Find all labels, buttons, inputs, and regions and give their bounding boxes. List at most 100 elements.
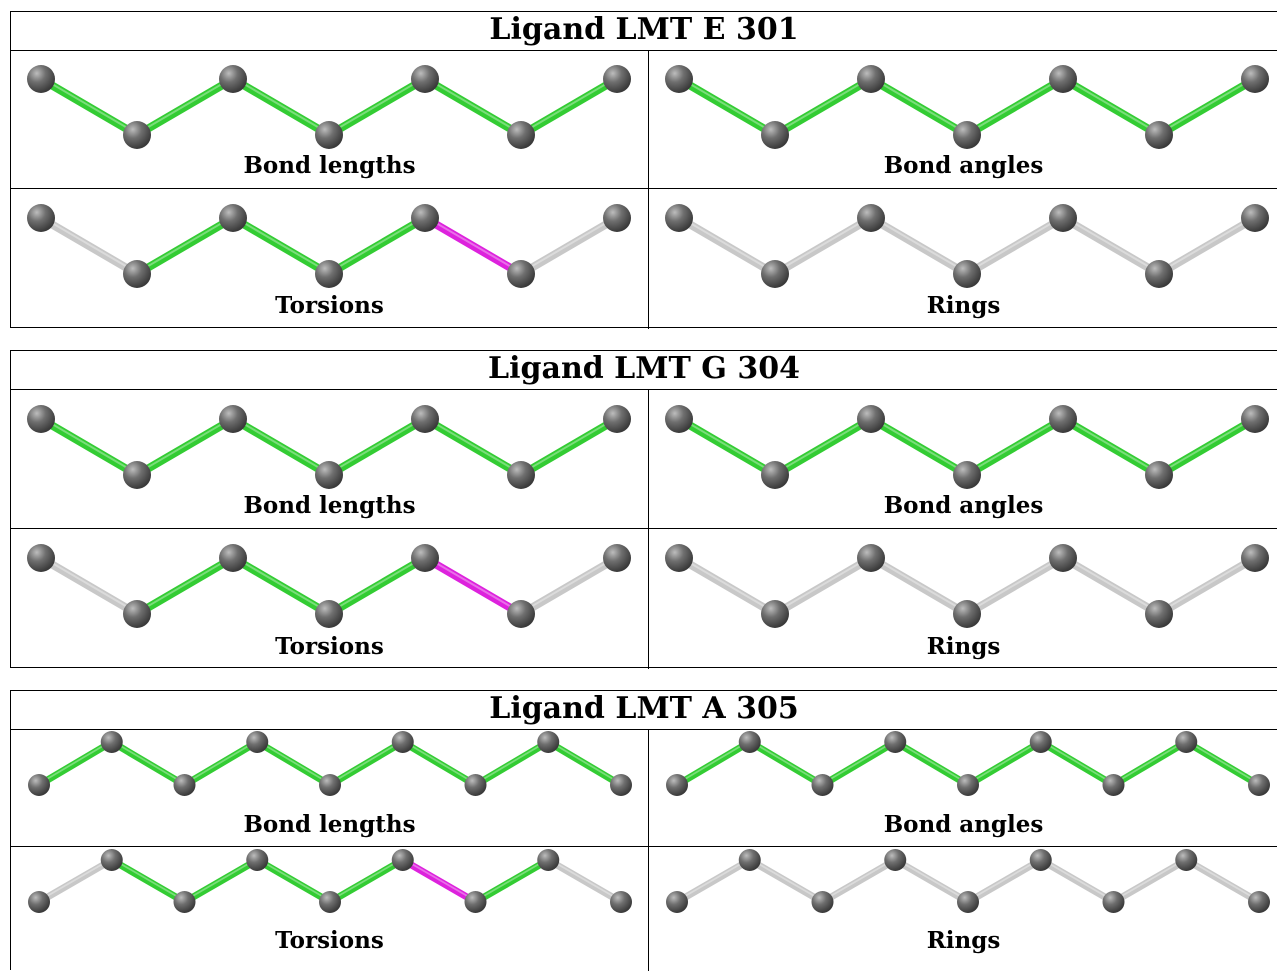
bond-highlight xyxy=(678,215,776,274)
bond-highlight xyxy=(1040,739,1114,785)
atom xyxy=(953,461,981,489)
cell-label: Torsions xyxy=(275,292,384,319)
bond-highlight xyxy=(38,857,113,902)
bond-highlight xyxy=(678,555,776,614)
bond-pass xyxy=(325,75,429,139)
bond-pass xyxy=(544,738,625,789)
bond-highlight xyxy=(1062,215,1160,274)
cell-rings: Rings xyxy=(649,189,1277,329)
atom xyxy=(1175,731,1198,753)
molecule-diagram xyxy=(27,544,631,628)
atom xyxy=(665,405,693,433)
bond-highlight xyxy=(678,76,776,135)
molecule-diagram xyxy=(665,65,1269,149)
atom xyxy=(319,774,341,796)
bond-highlight xyxy=(870,76,968,135)
atom xyxy=(857,65,885,93)
row-divider xyxy=(11,188,1277,189)
bond-pass xyxy=(325,554,429,618)
bond-highlight xyxy=(184,739,258,785)
atom xyxy=(537,849,560,871)
atom xyxy=(1029,731,1052,753)
atom xyxy=(1145,461,1173,489)
atom xyxy=(738,731,761,753)
atom xyxy=(100,849,123,871)
atom xyxy=(464,774,487,796)
bond-neutral xyxy=(963,554,1067,618)
bond-highlight xyxy=(328,416,426,475)
atom xyxy=(219,204,247,232)
atom xyxy=(1049,204,1077,232)
bond-highlight xyxy=(232,76,330,135)
cell-label: Bond angles xyxy=(883,811,1044,838)
atom xyxy=(665,65,693,93)
atom xyxy=(507,461,535,489)
atom xyxy=(610,774,632,796)
cell-rings: Rings xyxy=(649,847,1277,959)
bond-neutral xyxy=(517,214,621,278)
bond-highlight xyxy=(894,739,969,785)
atom xyxy=(27,405,55,433)
bond-highlight xyxy=(749,739,823,785)
bond-pass xyxy=(675,415,779,479)
panel-title: Ligand LMT E 301 xyxy=(11,12,1277,51)
bond-highlight xyxy=(38,739,113,785)
molecule-diagram xyxy=(27,405,631,489)
bond-neutral xyxy=(964,856,1045,906)
bond-pass xyxy=(37,75,141,139)
bond-pass xyxy=(108,738,188,789)
bond-pass xyxy=(771,415,875,479)
atom xyxy=(1145,260,1173,288)
bond-pass xyxy=(819,738,899,789)
bond-highlight xyxy=(822,857,896,902)
bond-highlight xyxy=(328,555,426,614)
atom xyxy=(953,260,981,288)
bond-highlight xyxy=(256,857,331,902)
bond-highlight xyxy=(424,416,522,475)
bond-pass xyxy=(229,214,333,278)
atom xyxy=(665,544,693,572)
bond-pass xyxy=(675,75,779,139)
atom xyxy=(315,121,343,149)
bond-highlight xyxy=(547,739,622,785)
bond-highlight xyxy=(676,857,751,902)
bond-highlight xyxy=(1158,76,1256,135)
atom xyxy=(315,260,343,288)
atom xyxy=(27,204,55,232)
cell-label: Torsions xyxy=(275,927,384,954)
bond-highlight xyxy=(40,215,138,274)
molecule-diagram xyxy=(665,204,1269,288)
atom xyxy=(1241,544,1269,572)
bond-pass xyxy=(326,856,407,906)
bond-highlight xyxy=(329,739,404,785)
atom xyxy=(507,260,535,288)
atom xyxy=(123,260,151,288)
atom xyxy=(884,731,907,753)
bond-highlight xyxy=(328,215,426,274)
bond-pass xyxy=(1155,415,1259,479)
bond-highlight xyxy=(966,555,1064,614)
bond-highlight xyxy=(328,76,426,135)
bond-neutral xyxy=(819,856,899,906)
bond-highlight xyxy=(232,416,330,475)
atom xyxy=(857,405,885,433)
bond-highlight xyxy=(256,739,331,785)
atom xyxy=(1049,544,1077,572)
cell-label: Rings xyxy=(926,927,1001,954)
bond-pass xyxy=(867,415,971,479)
bond-pass xyxy=(108,856,188,906)
bond-neutral xyxy=(1037,856,1117,906)
bond-highlight xyxy=(774,215,872,274)
bond-neutral xyxy=(1155,554,1259,618)
bond-highlight xyxy=(520,215,618,274)
bond-pass xyxy=(472,738,552,789)
cell-divider xyxy=(648,50,649,329)
bond-highlight xyxy=(232,215,330,274)
molecule-diagram xyxy=(28,849,632,913)
atom xyxy=(1145,600,1173,628)
atom xyxy=(391,849,414,871)
bond-highlight xyxy=(111,739,185,785)
molecule-diagram xyxy=(27,204,631,288)
bond-pass xyxy=(891,738,972,789)
bond-highlight xyxy=(329,857,404,902)
